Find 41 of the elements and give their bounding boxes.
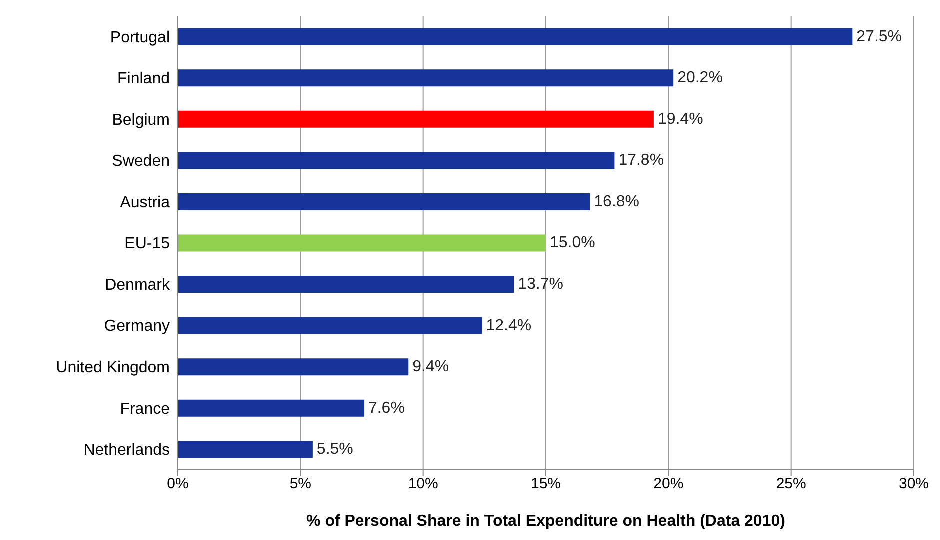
y-tick-label: Finland (118, 70, 170, 88)
y-tick-label: Sweden (112, 153, 170, 170)
data-label: 12.4% (486, 317, 532, 334)
y-tick-label: EU-15 (124, 236, 170, 253)
data-label: 7.6% (368, 400, 405, 417)
x-axis-title: % of Personal Share in Total Expenditure on Health (Data 2010) (306, 513, 786, 530)
y-tick-label: France (120, 400, 170, 418)
data-label: 13.7% (518, 276, 564, 294)
x-tick-label: 30% (898, 476, 930, 493)
data-label: 9.4% (412, 358, 450, 376)
bar (178, 358, 409, 376)
y-tick-label: Belgium (112, 112, 170, 129)
data-label: 27.5% (856, 28, 902, 46)
y-tick-label: Portugal (110, 29, 170, 46)
data-label: 17.8% (618, 152, 664, 170)
bar (178, 441, 313, 458)
bar (178, 317, 482, 334)
bar (178, 70, 674, 87)
y-tick-label: United Kingdom (56, 360, 170, 376)
bar (178, 234, 546, 252)
data-label: 16.8% (594, 193, 640, 210)
bar (178, 152, 615, 170)
data-label: 20.2% (678, 70, 723, 87)
x-tick-label: 5% (290, 476, 312, 493)
bar (178, 276, 514, 294)
x-tick-label: 10% (408, 476, 438, 493)
x-tick-label: 25% (776, 476, 806, 493)
data-label: 15.0% (550, 234, 596, 252)
y-tick-label: Denmark (105, 276, 171, 294)
y-tick-label: Netherlands (84, 442, 170, 460)
x-tick-label: 15% (530, 476, 562, 493)
y-tick-label: Germany (104, 318, 170, 336)
data-label: 19.4% (658, 110, 704, 128)
bar (178, 110, 654, 128)
x-tick-label: 0% (167, 476, 189, 493)
bar (178, 193, 590, 210)
x-tick-label: 20% (654, 476, 684, 493)
data-label: 5.5% (316, 441, 354, 458)
y-tick-label: Austria (120, 194, 170, 212)
bar (178, 28, 853, 46)
bar (178, 400, 364, 417)
